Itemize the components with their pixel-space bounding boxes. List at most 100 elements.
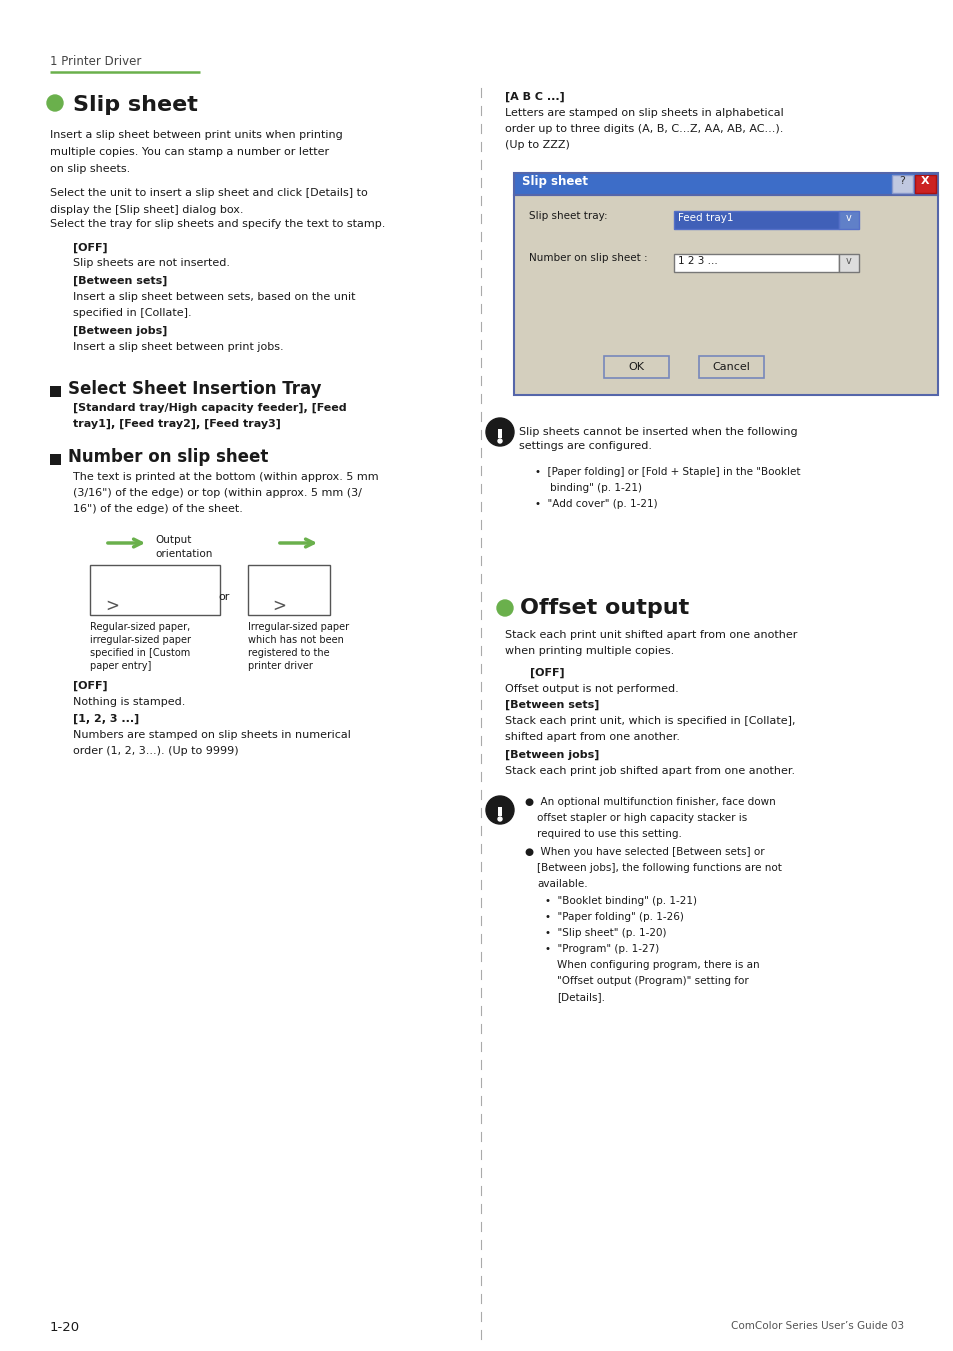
- Text: orientation: orientation: [154, 549, 213, 559]
- Text: order up to three digits (A, B, C...Z, AA, AB, AC...).: order up to three digits (A, B, C...Z, A…: [504, 124, 782, 134]
- Text: ComColor Series User’s Guide 03: ComColor Series User’s Guide 03: [730, 1321, 903, 1331]
- Text: paper entry]: paper entry]: [90, 661, 152, 671]
- Text: "Offset output (Program)" setting for: "Offset output (Program)" setting for: [557, 975, 748, 986]
- Bar: [914, 176, 935, 193]
- Bar: [838, 211, 858, 230]
- Text: [Standard tray/High capacity feeder], [Feed: [Standard tray/High capacity feeder], [F…: [73, 403, 346, 413]
- Circle shape: [485, 417, 514, 446]
- Text: specified in [Custom: specified in [Custom: [90, 648, 190, 658]
- Text: Stack each print unit shifted apart from one another: Stack each print unit shifted apart from…: [504, 630, 797, 640]
- Text: Stack each print unit, which is specified in [Collate],: Stack each print unit, which is specifie…: [504, 716, 795, 725]
- Text: X: X: [920, 176, 928, 186]
- Text: Slip sheets cannot be inserted when the following: Slip sheets cannot be inserted when the …: [518, 427, 797, 436]
- Circle shape: [47, 95, 63, 111]
- Text: >: >: [272, 597, 286, 615]
- Text: v: v: [845, 213, 851, 223]
- Text: Slip sheet tray:: Slip sheet tray:: [529, 211, 607, 222]
- Text: or: or: [218, 592, 229, 603]
- Text: which has not been: which has not been: [248, 635, 343, 644]
- Bar: [90, 565, 220, 615]
- Bar: [673, 211, 838, 230]
- Bar: [497, 430, 501, 438]
- Text: Slip sheet: Slip sheet: [521, 176, 587, 188]
- Text: OK: OK: [627, 362, 643, 372]
- Text: Select the unit to insert a slip sheet and click [Details] to: Select the unit to insert a slip sheet a…: [50, 188, 367, 199]
- Text: ?: ?: [898, 176, 904, 186]
- Text: Nothing is stamped.: Nothing is stamped.: [73, 697, 185, 707]
- Text: Insert a slip sheet between print jobs.: Insert a slip sheet between print jobs.: [73, 342, 283, 353]
- Text: [OFF]: [OFF]: [530, 667, 564, 678]
- Text: Offset output: Offset output: [519, 598, 688, 617]
- Text: when printing multiple copies.: when printing multiple copies.: [504, 646, 674, 657]
- Bar: [699, 357, 763, 378]
- Text: [1, 2, 3 ...]: [1, 2, 3 ...]: [73, 713, 139, 724]
- Bar: [673, 254, 838, 272]
- Text: tray1], [Feed tray2], [Feed tray3]: tray1], [Feed tray2], [Feed tray3]: [73, 419, 280, 430]
- Bar: [514, 195, 937, 394]
- Circle shape: [497, 439, 501, 443]
- Text: v: v: [845, 255, 851, 266]
- Text: available.: available.: [537, 880, 587, 889]
- Text: Feed tray1: Feed tray1: [678, 213, 733, 223]
- Text: 1-20: 1-20: [50, 1321, 80, 1333]
- Circle shape: [497, 600, 513, 616]
- Text: Output: Output: [154, 535, 192, 544]
- Text: ●  When you have selected [Between sets] or: ● When you have selected [Between sets] …: [524, 847, 763, 857]
- Text: [Details].: [Details].: [557, 992, 604, 1002]
- Text: multiple copies. You can stamp a number or letter: multiple copies. You can stamp a number …: [50, 147, 329, 157]
- Text: 1 Printer Driver: 1 Printer Driver: [50, 55, 141, 68]
- Text: •  [Paper folding] or [Fold + Staple] in the "Booklet: • [Paper folding] or [Fold + Staple] in …: [535, 467, 800, 477]
- Text: binding" (p. 1-21): binding" (p. 1-21): [550, 484, 641, 493]
- Text: [A B C ...]: [A B C ...]: [504, 92, 564, 103]
- Text: When configuring program, there is an: When configuring program, there is an: [557, 961, 759, 970]
- Text: printer driver: printer driver: [248, 661, 313, 671]
- Text: Number on slip sheet :: Number on slip sheet :: [529, 253, 647, 263]
- Bar: [603, 357, 668, 378]
- Bar: [891, 176, 912, 193]
- Text: •  "Program" (p. 1-27): • "Program" (p. 1-27): [544, 944, 659, 954]
- Text: Offset output is not performed.: Offset output is not performed.: [504, 684, 678, 694]
- Text: •  "Paper folding" (p. 1-26): • "Paper folding" (p. 1-26): [544, 912, 683, 921]
- Text: on slip sheets.: on slip sheets.: [50, 163, 131, 174]
- Text: irregular-sized paper: irregular-sized paper: [90, 635, 191, 644]
- Text: [Between jobs]: [Between jobs]: [504, 750, 598, 761]
- Text: Slip sheets are not inserted.: Slip sheets are not inserted.: [73, 258, 230, 267]
- Text: Slip sheet: Slip sheet: [73, 95, 197, 115]
- Circle shape: [497, 817, 501, 821]
- Text: Insert a slip sheet between sets, based on the unit: Insert a slip sheet between sets, based …: [73, 292, 355, 303]
- Text: Regular-sized paper,: Regular-sized paper,: [90, 621, 190, 632]
- Bar: [514, 173, 937, 195]
- Text: Select the tray for slip sheets and specify the text to stamp.: Select the tray for slip sheets and spec…: [50, 219, 385, 230]
- Text: shifted apart from one another.: shifted apart from one another.: [504, 732, 679, 742]
- Text: registered to the: registered to the: [248, 648, 330, 658]
- Text: Number on slip sheet: Number on slip sheet: [68, 449, 268, 466]
- Bar: [497, 807, 501, 816]
- Text: ●  An optional multifunction finisher, face down: ● An optional multifunction finisher, fa…: [524, 797, 775, 807]
- Text: [OFF]: [OFF]: [73, 243, 108, 253]
- Text: [OFF]: [OFF]: [73, 681, 108, 692]
- Text: settings are configured.: settings are configured.: [518, 440, 651, 451]
- Text: •  "Slip sheet" (p. 1-20): • "Slip sheet" (p. 1-20): [544, 928, 666, 938]
- Text: Letters are stamped on slip sheets in alphabetical: Letters are stamped on slip sheets in al…: [504, 108, 783, 118]
- Text: >: >: [105, 597, 119, 615]
- Text: (3/16") of the edge) or top (within approx. 5 mm (3/: (3/16") of the edge) or top (within appr…: [73, 488, 361, 499]
- Text: required to use this setting.: required to use this setting.: [537, 830, 681, 839]
- Text: [Between jobs], the following functions are not: [Between jobs], the following functions …: [537, 863, 781, 873]
- Text: specified in [Collate].: specified in [Collate].: [73, 308, 192, 317]
- Text: [Between sets]: [Between sets]: [73, 276, 167, 286]
- Text: order (1, 2, 3...). (Up to 9999): order (1, 2, 3...). (Up to 9999): [73, 746, 238, 757]
- Text: Stack each print job shifted apart from one another.: Stack each print job shifted apart from …: [504, 766, 794, 775]
- Text: [Between jobs]: [Between jobs]: [73, 326, 167, 336]
- Text: (Up to ZZZ): (Up to ZZZ): [504, 141, 569, 150]
- Text: The text is printed at the bottom (within approx. 5 mm: The text is printed at the bottom (withi…: [73, 471, 378, 482]
- Bar: [838, 254, 858, 272]
- Text: Cancel: Cancel: [711, 362, 749, 372]
- Circle shape: [485, 796, 514, 824]
- Text: Insert a slip sheet between print units when printing: Insert a slip sheet between print units …: [50, 130, 342, 141]
- Text: Numbers are stamped on slip sheets in numerical: Numbers are stamped on slip sheets in nu…: [73, 730, 351, 740]
- Text: 1 2 3 ...: 1 2 3 ...: [678, 255, 717, 266]
- Text: 16") of the edge) of the sheet.: 16") of the edge) of the sheet.: [73, 504, 243, 513]
- Bar: [50, 454, 61, 465]
- Text: offset stapler or high capacity stacker is: offset stapler or high capacity stacker …: [537, 813, 746, 823]
- Bar: [50, 386, 61, 397]
